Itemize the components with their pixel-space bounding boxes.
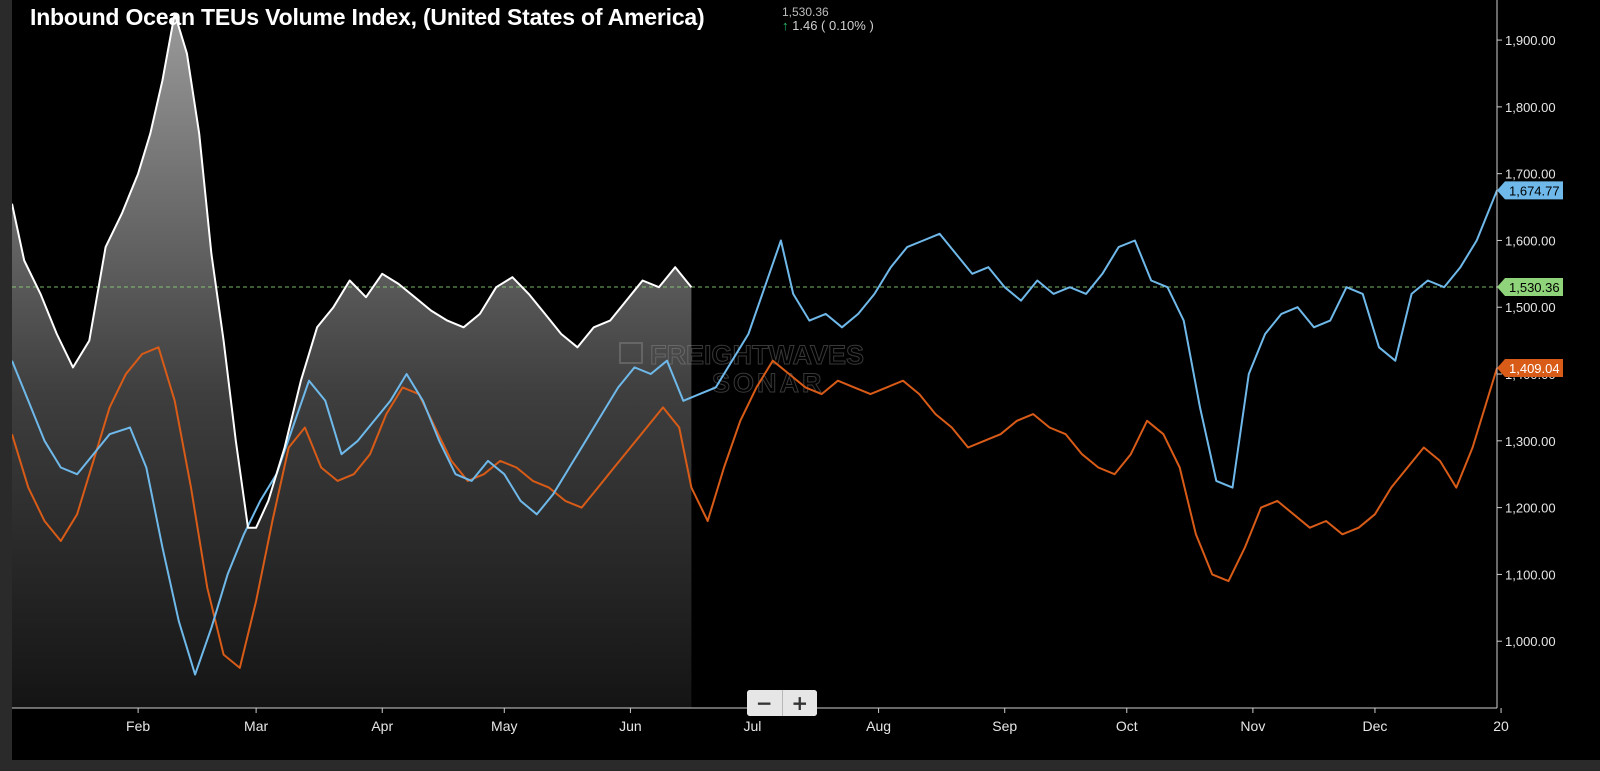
x-tick-label: Nov (1240, 718, 1265, 734)
watermark-icon (619, 342, 643, 364)
y-tick-label: 1,700.00 (1505, 167, 1556, 182)
chart-title: Inbound Ocean TEUs Volume Index, (United… (30, 4, 705, 30)
x-tick-label: Dec (1362, 718, 1387, 734)
x-tick-label: Sep (992, 718, 1017, 734)
series-line-blue (12, 190, 1498, 676)
watermark-text-sonar: SONAR (712, 368, 825, 398)
last-value-badge-green-label: 1,530.36 (1509, 280, 1560, 295)
last-value-badge-orange: 1,409.04 (1497, 359, 1563, 378)
series-area-white (12, 13, 692, 708)
x-tick-label: Oct (1116, 718, 1138, 734)
x-tick-label: Apr (371, 718, 393, 734)
y-tick-label: 1,900.00 (1505, 33, 1556, 48)
last-value-badge-orange-label: 1,409.04 (1509, 361, 1560, 376)
last-value: 1,530.36 (782, 5, 829, 19)
y-tick-label: 1,100.00 (1505, 567, 1556, 582)
x-tick-label: Aug (866, 718, 891, 734)
change-indicator: ↑ 1.46 ( 0.10% ) (782, 18, 874, 33)
change-value: 1.46 ( 0.10% ) (792, 18, 874, 33)
y-tick-label: 1,200.00 (1505, 501, 1556, 516)
y-tick-label: 1,500.00 (1505, 300, 1556, 315)
zoom-out-button[interactable]: − (747, 690, 782, 716)
x-tick-label: May (491, 718, 517, 734)
chart-frame: FREIGHTWAVES SONAR 1,000.00 1,100.00 1,200.0… (12, 0, 1600, 760)
y-tick-label: 1,600.00 (1505, 233, 1556, 248)
last-value-badge-green: 1,530.36 (1497, 277, 1563, 296)
x-tick-label: Feb (126, 718, 150, 734)
x-tick-label: 20 (1493, 718, 1509, 734)
last-value-badge-blue-label: 1,674.77 (1509, 183, 1560, 198)
x-tick-label: Jun (619, 718, 642, 734)
zoom-in-button[interactable]: + (781, 690, 817, 716)
up-arrow-icon: ↑ (782, 18, 789, 33)
series-line-white (12, 12, 693, 529)
y-tick-label: 1,300.00 (1505, 434, 1556, 449)
x-tick-label: Mar (244, 718, 268, 734)
watermark-text-freightwaves: FREIGHTWAVES (650, 340, 864, 370)
x-tick-label: Jul (744, 718, 762, 734)
last-value-badge-blue: 1,674.77 (1497, 181, 1563, 200)
y-tick-label: 1,000.00 (1505, 634, 1556, 649)
zoom-control: − + (747, 690, 817, 716)
y-tick-label: 1,800.00 (1505, 100, 1556, 115)
series-line-orange (12, 346, 1498, 669)
